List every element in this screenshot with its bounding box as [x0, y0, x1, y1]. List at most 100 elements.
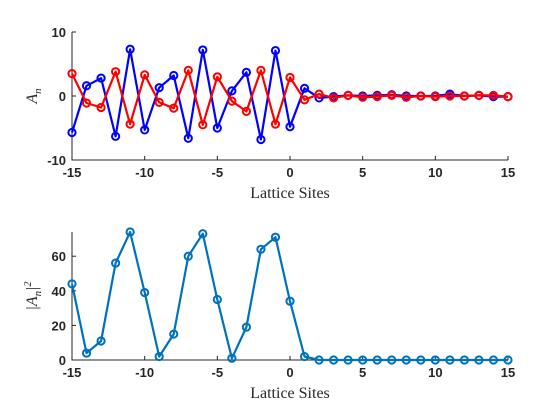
series-2-point [488, 90, 499, 100]
series-2-point [503, 92, 513, 102]
series-2-point [314, 89, 324, 99]
series-1-point [314, 355, 324, 365]
series-1-point [299, 83, 310, 93]
x-tick-label: 10 [428, 365, 442, 380]
series-1-point [140, 125, 150, 135]
x-tick-label: -5 [212, 365, 224, 380]
series-1-point [241, 322, 251, 332]
series-1-point [459, 355, 469, 365]
series-2-line [71, 69, 509, 126]
series-1-point [154, 83, 164, 93]
axes-frame [71, 232, 508, 361]
series-1-line [70, 48, 508, 141]
x-tick-label: -5 [212, 165, 224, 180]
x-tick-label: 5 [359, 365, 366, 380]
series-1-point [154, 351, 164, 362]
series-1-point [241, 67, 251, 77]
series-2-point [387, 90, 397, 100]
series-1-point [96, 336, 106, 346]
x-tick-label: -10 [135, 365, 154, 380]
series-1-point [212, 123, 222, 133]
series-1-point [198, 45, 208, 55]
series-2-point [285, 72, 295, 83]
series-2-point [169, 103, 179, 113]
series-2-point [227, 96, 237, 106]
series-1-point [140, 287, 150, 298]
series-2-point [125, 119, 135, 129]
series-1-point [401, 355, 411, 365]
series-1-point [81, 81, 92, 91]
x-tick-label: -15 [63, 165, 82, 180]
x-tick-label: 0 [286, 365, 293, 380]
y-axis-label: An [24, 88, 44, 105]
series-2-point [96, 102, 106, 113]
series-1-point [270, 45, 281, 56]
y-tick-label: 20 [52, 318, 66, 333]
series-1-point [169, 70, 179, 81]
series-2-point [329, 93, 339, 103]
series-2-point [343, 90, 353, 100]
series-1-point [299, 351, 310, 362]
series-2-point [241, 106, 251, 116]
series-1-point [416, 355, 426, 365]
x-tick-label: -15 [63, 365, 82, 380]
series-2-point [256, 65, 266, 76]
series-1-point [358, 355, 368, 365]
series-1-point [503, 355, 513, 365]
series-1-point [183, 133, 193, 143]
series-1-point [270, 232, 281, 242]
series-2-point [416, 91, 426, 101]
series-2-point [445, 91, 455, 101]
y-axis-label: |An|2 [23, 281, 44, 310]
series-1-point [212, 294, 222, 305]
series-1-point [329, 355, 339, 365]
x-tick-label: 0 [286, 165, 293, 180]
y-tick-label: 60 [52, 249, 66, 264]
series-1-point [285, 122, 295, 132]
series-1-point [430, 355, 440, 365]
y-tick-label: 10 [52, 25, 66, 40]
series-1-point [111, 131, 121, 141]
series-2-point [111, 67, 121, 77]
y-tick-label: -10 [47, 153, 66, 168]
series-2-point [212, 72, 222, 82]
subplot-2: -15 -10 -5 0 5 10 15 0 20 40 60 Lattice Sites |An|2 [23, 227, 515, 402]
series-1-line [70, 230, 508, 362]
y-tick-label: 0 [59, 353, 66, 368]
series-2-point [372, 92, 382, 102]
series-1-point [125, 227, 135, 237]
x-tick-label: 15 [501, 165, 515, 180]
series-1-point [67, 127, 77, 138]
series-1-point [445, 355, 455, 365]
series-2-point [67, 69, 77, 79]
series-2-point [154, 97, 164, 108]
series-1-point [227, 86, 237, 96]
series-1-point [96, 73, 106, 83]
series-1-point [488, 355, 499, 365]
series-2-point [401, 92, 411, 102]
series-1-point [227, 353, 237, 363]
series-1-point [474, 355, 484, 365]
series-2-point [140, 70, 150, 80]
series-1-point [169, 329, 179, 339]
series-1-point [198, 229, 208, 239]
series-2-point [81, 98, 92, 108]
series-2-point [358, 92, 368, 102]
x-axis-label: Lattice Sites [250, 385, 330, 402]
series-1-point [285, 296, 295, 306]
x-tick-label: 10 [428, 165, 442, 180]
series-1-point [81, 348, 92, 358]
series-1-point [372, 355, 382, 365]
series-1-point [111, 258, 121, 268]
x-axis-label: Lattice Sites [250, 185, 330, 202]
x-tick-label: 15 [501, 365, 515, 380]
series-2-point [474, 90, 484, 100]
series-1-point [183, 251, 193, 261]
series-1-point [125, 44, 135, 54]
y-tick-label: 40 [52, 284, 66, 299]
x-tick-label: 5 [359, 165, 366, 180]
series-2-point [459, 91, 469, 101]
series-1-point [256, 134, 266, 145]
